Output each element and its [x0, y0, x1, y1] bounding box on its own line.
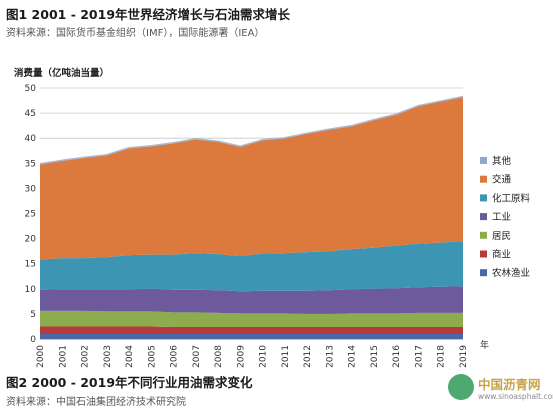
legend-label: 化工原料	[492, 192, 531, 204]
x-tick-label: 2002	[81, 345, 91, 368]
legend-swatch	[480, 231, 487, 239]
x-tick-label: 2006	[170, 345, 180, 368]
watermark-url: www.sinoasphalt.com	[478, 392, 553, 401]
area-2	[40, 310, 463, 327]
legend-label: 工业	[492, 212, 511, 223]
x-tick-label: 2012	[303, 345, 313, 368]
x-tick-label: 2019	[459, 345, 469, 368]
x-tick-label: 2003	[103, 345, 113, 368]
x-tick-label: 2018	[437, 345, 447, 368]
y-tick-label: 40	[25, 134, 37, 144]
figure-1-title: 图1 2001 - 2019年世界经济增长与石油需求增长	[6, 7, 291, 22]
x-tick-label: 2005	[147, 345, 157, 368]
y-tick-label: 35	[25, 159, 36, 169]
x-axis-ticks: 2000 2001 2002 2003 2004 2005 2006 2007 2008 2009…	[36, 345, 469, 368]
y-tick-label: 25	[25, 210, 36, 220]
y-axis-ticks: 0 5 10 15 20 25 30 35 40 45 50	[25, 84, 37, 345]
legend-label: 其他	[492, 155, 512, 167]
x-tick-label: 2008	[214, 345, 224, 368]
y-tick-label: 30	[25, 184, 37, 194]
legend-swatch	[480, 194, 487, 202]
total-outline	[39, 95, 464, 165]
x-tick-label: 2013	[325, 345, 335, 368]
x-tick-label: 2004	[125, 345, 135, 368]
watermark-logo: 中国沥青网 www.sinoasphalt.com	[448, 372, 553, 408]
legend-swatch	[480, 175, 487, 183]
x-tick-label: 2016	[392, 345, 402, 368]
legend-swatch	[480, 250, 487, 258]
legend-swatch	[480, 269, 487, 277]
y-axis-label: 消费量（亿吨油当量）	[14, 67, 109, 79]
legend-label: 居民	[492, 231, 511, 242]
y-tick-label: 5	[30, 310, 36, 320]
legend-swatch	[480, 213, 487, 221]
x-tick-label: 2009	[236, 345, 246, 368]
x-tick-label: 2010	[259, 345, 269, 368]
x-tick-label: 2014	[348, 345, 358, 368]
legend-swatch	[480, 157, 487, 164]
x-axis-label: 年	[480, 339, 489, 351]
legend-label: 交通	[492, 174, 512, 186]
x-tick-label: 2011	[281, 345, 291, 368]
y-tick-label: 0	[30, 335, 36, 345]
x-tick-label: 2007	[192, 345, 202, 368]
area-4	[40, 241, 463, 292]
legend-label: 商业	[492, 249, 511, 261]
x-tick-label: 2000	[36, 345, 46, 368]
logo-icon	[448, 374, 474, 400]
area-1	[40, 326, 463, 334]
legend-label: 农林渔业	[492, 267, 530, 279]
area-5	[40, 97, 463, 260]
area-3	[40, 286, 463, 314]
figure-1-source: 资料来源：国际货币基金组织（IMF），国际能源署（IEA）	[6, 28, 265, 39]
y-tick-label: 20	[25, 235, 37, 245]
y-tick-label: 45	[25, 109, 36, 119]
figure-2-title: 图2 2000 - 2019年不同行业用油需求变化	[6, 375, 253, 390]
area-0	[40, 333, 463, 339]
y-tick-label: 50	[25, 84, 37, 94]
figure-2-source: 资料来源：中国石油集团经济技术研究院	[6, 397, 186, 408]
x-tick-label: 2015	[370, 345, 380, 368]
watermark-name: 中国沥青网	[478, 377, 541, 392]
x-tick-label: 2001	[58, 345, 68, 368]
area-series	[39, 95, 464, 339]
x-tick-label: 2017	[414, 345, 424, 368]
y-tick-label: 15	[25, 260, 36, 270]
y-tick-label: 10	[25, 285, 37, 295]
